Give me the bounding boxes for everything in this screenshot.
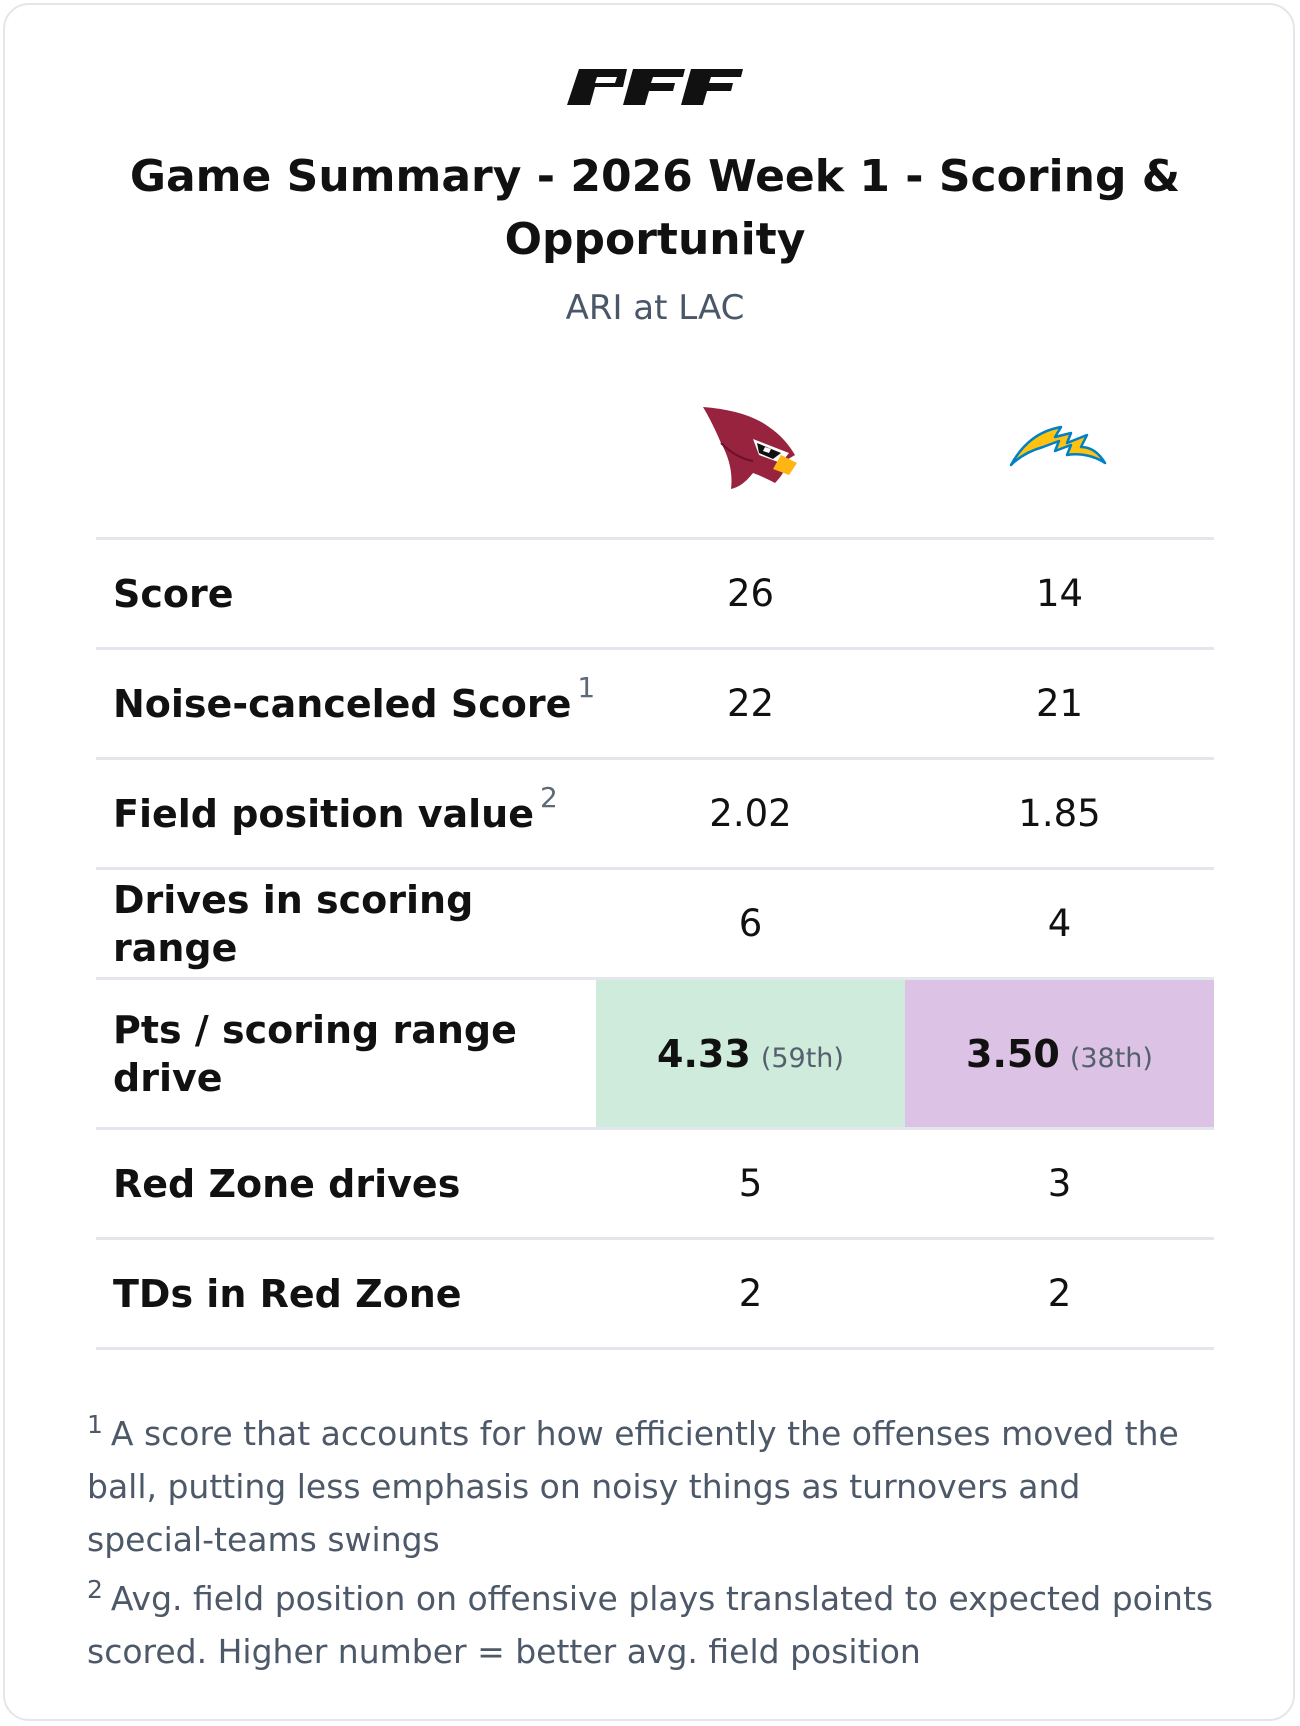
row-label-text: Noise-canceled Score <box>113 681 572 726</box>
footnote-text: Avg. field position on offensive plays t… <box>87 1579 1214 1671</box>
footnote-ref: 2 <box>540 780 558 814</box>
page-title: Game Summary - 2026 Week 1 - Scoring & O… <box>129 151 1181 265</box>
lac-value: 3 <box>1047 1162 1072 1205</box>
footnote-text: A score that accounts for how efficientl… <box>87 1414 1179 1559</box>
table-row: Red Zone drives 5 3 <box>96 1128 1214 1239</box>
ari-value: 2.02 <box>709 792 792 835</box>
lac-value: 14 <box>1035 572 1084 615</box>
ari-value: 26 <box>726 572 775 615</box>
lac-value: 4 <box>1047 902 1072 945</box>
footnote-2: 2 Avg. field position on offensive plays … <box>87 1572 1217 1678</box>
lac-value: 21 <box>1035 682 1084 725</box>
table-row-highlighted: Pts / scoring range drive 4.33 (59th) 3.5… <box>96 978 1214 1129</box>
lac-rank: (38th) <box>1069 1042 1153 1074</box>
row-label: Pts / scoring range drive <box>113 1007 517 1100</box>
table-row: TDs in Red Zone 2 2 <box>96 1238 1214 1349</box>
lac-value: 2 <box>1047 1272 1072 1315</box>
row-label: Noise-canceled Score 1 <box>96 649 596 759</box>
ari-value-highlighted: 4.33 (59th) <box>596 978 905 1129</box>
footnote-ref: 1 <box>577 670 596 704</box>
footnote-mark: 2 <box>87 1575 103 1604</box>
footnote-mark: 1 <box>87 1410 103 1439</box>
cardinals-logo-icon <box>703 407 797 489</box>
row-label-text: Field position value <box>113 791 535 836</box>
row-label: TDs in Red Zone <box>113 1271 462 1316</box>
ari-value: 22 <box>726 682 775 725</box>
ari-value: 6 <box>738 902 763 945</box>
table-row: Noise-canceled Score 1 22 21 <box>96 648 1214 759</box>
row-label: Score <box>113 571 234 616</box>
ari-value: 2 <box>738 1272 763 1315</box>
lac-value: 1.85 <box>1018 792 1101 835</box>
chargers-bolt-logo-icon <box>1009 425 1107 467</box>
summary-card: Game Summary - 2026 Week 1 - Scoring & O… <box>3 3 1295 1721</box>
row-label: Field position value 2 <box>96 759 596 869</box>
ari-rank: (59th) <box>760 1042 844 1074</box>
table-row: Score 26 14 <box>96 538 1214 649</box>
lac-value-highlighted: 3.50 (38th) <box>905 978 1214 1129</box>
lac-value: 3.50 <box>966 1031 1060 1076</box>
row-label: Drives in scoring range <box>113 877 474 970</box>
table-row: Field position value 2 2.02 1.85 <box>96 758 1214 869</box>
row-label: Red Zone drives <box>113 1161 461 1206</box>
ari-value: 4.33 <box>657 1031 751 1076</box>
table-row: Drives in scoring range 6 4 <box>96 868 1214 979</box>
ari-value: 5 <box>738 1162 763 1205</box>
scoring-table: Score 26 14 Noise-canceled Score 1 22 21 … <box>96 537 1214 1350</box>
pff-logo-icon <box>567 69 743 105</box>
matchup-subtitle: ARI at LAC <box>565 288 745 328</box>
